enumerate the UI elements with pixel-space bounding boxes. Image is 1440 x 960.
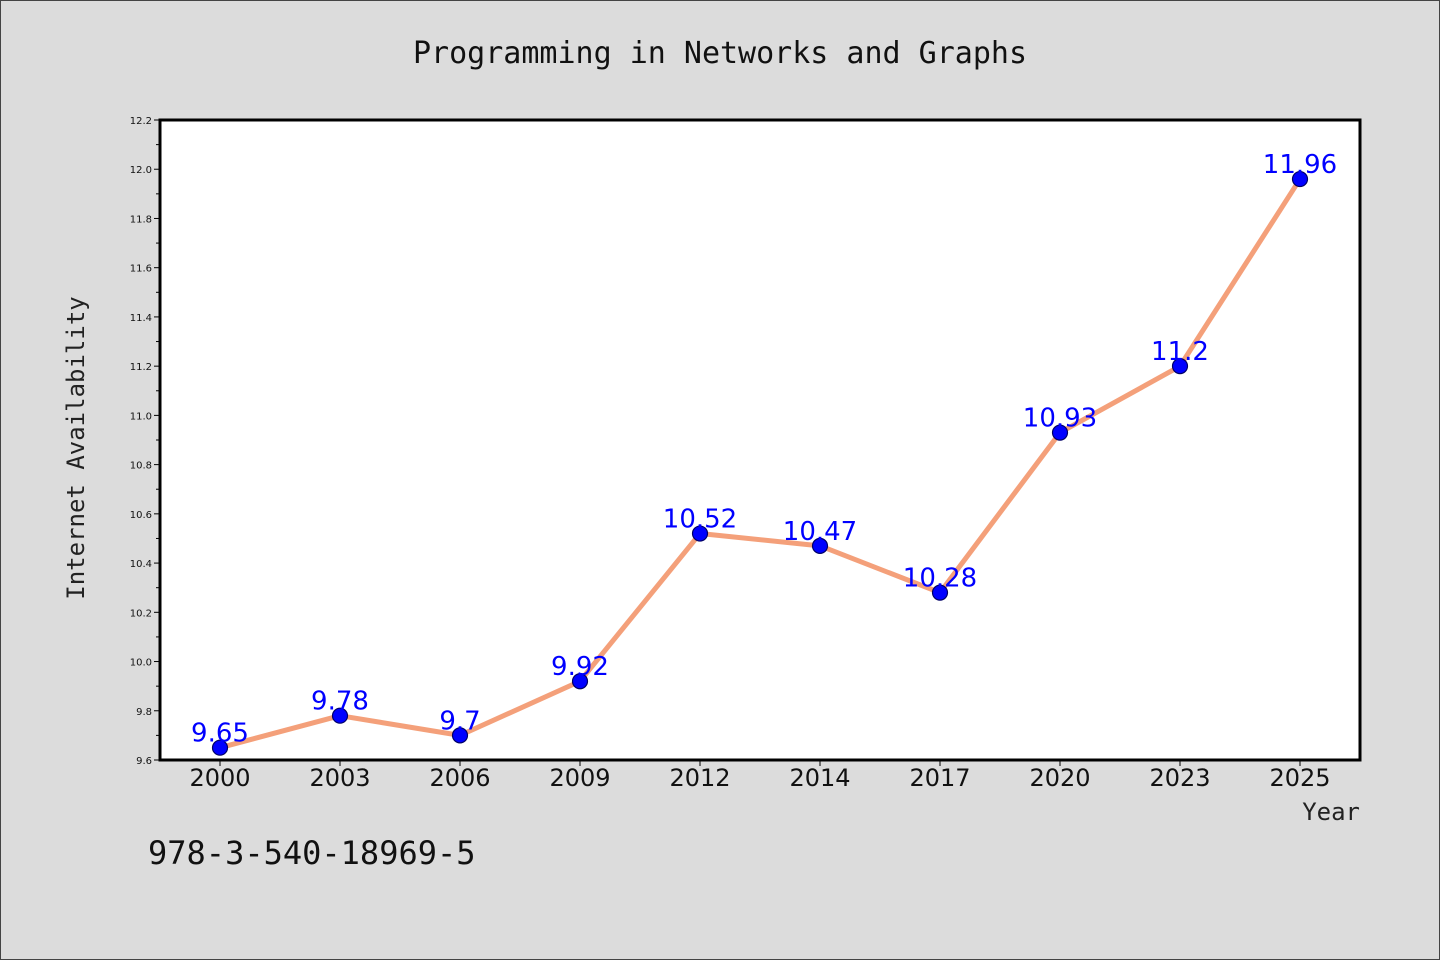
y-tick-label: 11.4 [130,313,152,324]
series-line [217,176,1303,751]
data-label: 10.52 [663,505,737,535]
y-tick-label: 11.2 [130,362,152,373]
y-tick-label: 11.0 [130,411,152,422]
y-axis-title: Internet Availability [62,296,90,599]
data-point [451,727,469,744]
y-tick-label: 10.8 [130,461,152,472]
data-point [1051,424,1069,441]
y-tick-label: 9.8 [136,707,152,718]
data-label: 10.47 [783,517,857,547]
y-tick-label: 12.2 [130,116,152,127]
data-point [571,673,589,690]
y-tick-label: 10.4 [130,559,152,570]
data-point [1171,358,1189,375]
x-axis: 2000 2003 2006 2009 2012 2014 2017 2020 2023 2025 [189,760,1331,792]
y-tick-label: 9.6 [136,756,152,767]
y-tick-label: 10.6 [130,510,152,521]
x-tick-label: 2014 [789,764,850,792]
y-tick-label: 11.6 [130,264,152,275]
data-point [811,537,829,554]
isbn-text: 978-3-540-18969-5 [148,834,476,872]
plot-area [158,118,1362,762]
x-tick-label: 2023 [1149,764,1210,792]
data-label: 9.92 [551,652,609,682]
data-point [331,707,349,724]
data-label: 10.28 [903,564,977,594]
y-tick-label: 11.8 [130,214,152,225]
data-labels: 9.65 9.78 9.7 9.92 10.52 10.47 10.28 10.93 11.2 1… [191,150,1337,749]
data-label: 9.65 [191,719,249,749]
data-point [1291,170,1309,188]
x-tick-label: 2012 [669,764,730,792]
x-tick-label: 2020 [1029,764,1090,792]
x-axis-title: Year [1302,798,1360,826]
data-point [931,584,949,601]
data-label: 11.96 [1263,150,1337,180]
x-tick-label: 2017 [909,764,970,792]
data-label: 11.2 [1151,337,1209,367]
data-label: 9.7 [439,706,480,736]
x-tick-label: 2003 [309,764,370,792]
x-tick-label: 2009 [549,764,610,792]
data-point [691,525,709,542]
y-tick-label: 10.2 [130,608,152,619]
y-axis: 9.6 9.8 10.0 10.2 10.4 10.6 10.8 11.0 11.2 11.4 11… [130,116,160,767]
x-tick-label: 2006 [429,764,490,792]
x-tick-label: 2000 [189,764,250,792]
series-group [211,170,1309,756]
y-tick-label: 12.0 [130,165,152,176]
chart-title: Programming in Networks and Graphs [413,36,1027,71]
data-label: 9.78 [311,687,369,717]
y-tick-label: 10.0 [130,658,152,669]
x-tick-label: 2025 [1269,764,1330,792]
data-label: 10.93 [1023,404,1097,434]
data-point [211,739,229,756]
